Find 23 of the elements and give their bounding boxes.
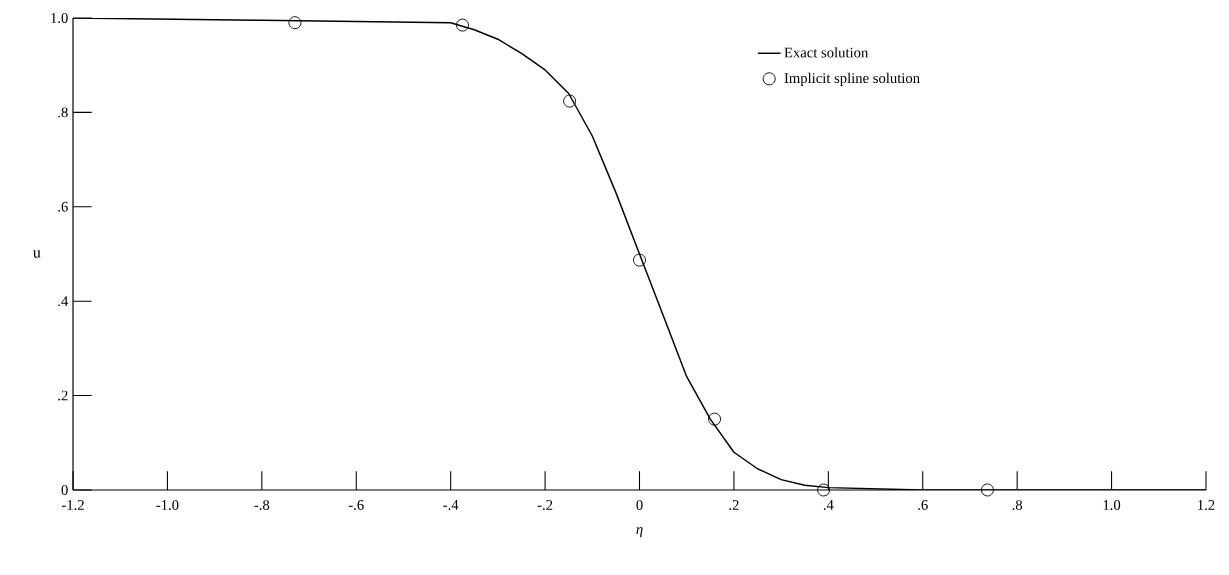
- x-tick-label: -.8: [254, 500, 270, 510]
- x-tick-label: .2: [729, 500, 739, 510]
- x-tick-label: -1.2: [61, 500, 84, 510]
- legend-label: Implicit spline solution: [784, 72, 920, 86]
- y-tick-label: .6: [58, 201, 68, 212]
- y-tick-label: .4: [58, 296, 69, 307]
- x-tick-label: -.4: [443, 500, 459, 510]
- x-tick-label: 1.2: [1198, 500, 1215, 510]
- x-tick-label: 1.0: [1103, 500, 1121, 510]
- x-tick-label: .4: [823, 500, 834, 510]
- y-tick-label: 1.0: [51, 13, 68, 23]
- x-tick-label: -.6: [348, 500, 364, 510]
- y-tick-label: .2: [58, 390, 68, 401]
- y-axis-title: u: [33, 250, 41, 258]
- x-tick-label: .8: [1012, 500, 1023, 510]
- x-tick-label: .6: [918, 500, 928, 510]
- y-tick-label: 0: [61, 485, 68, 495]
- x-axis-title: η: [636, 527, 643, 538]
- x-tick-label: -.2: [537, 500, 553, 510]
- y-tick-label: .8: [58, 107, 68, 118]
- legend-label: Exact solution: [784, 47, 869, 58]
- x-tick-label: -1.0: [156, 500, 179, 510]
- x-tick-label: 0: [636, 500, 643, 510]
